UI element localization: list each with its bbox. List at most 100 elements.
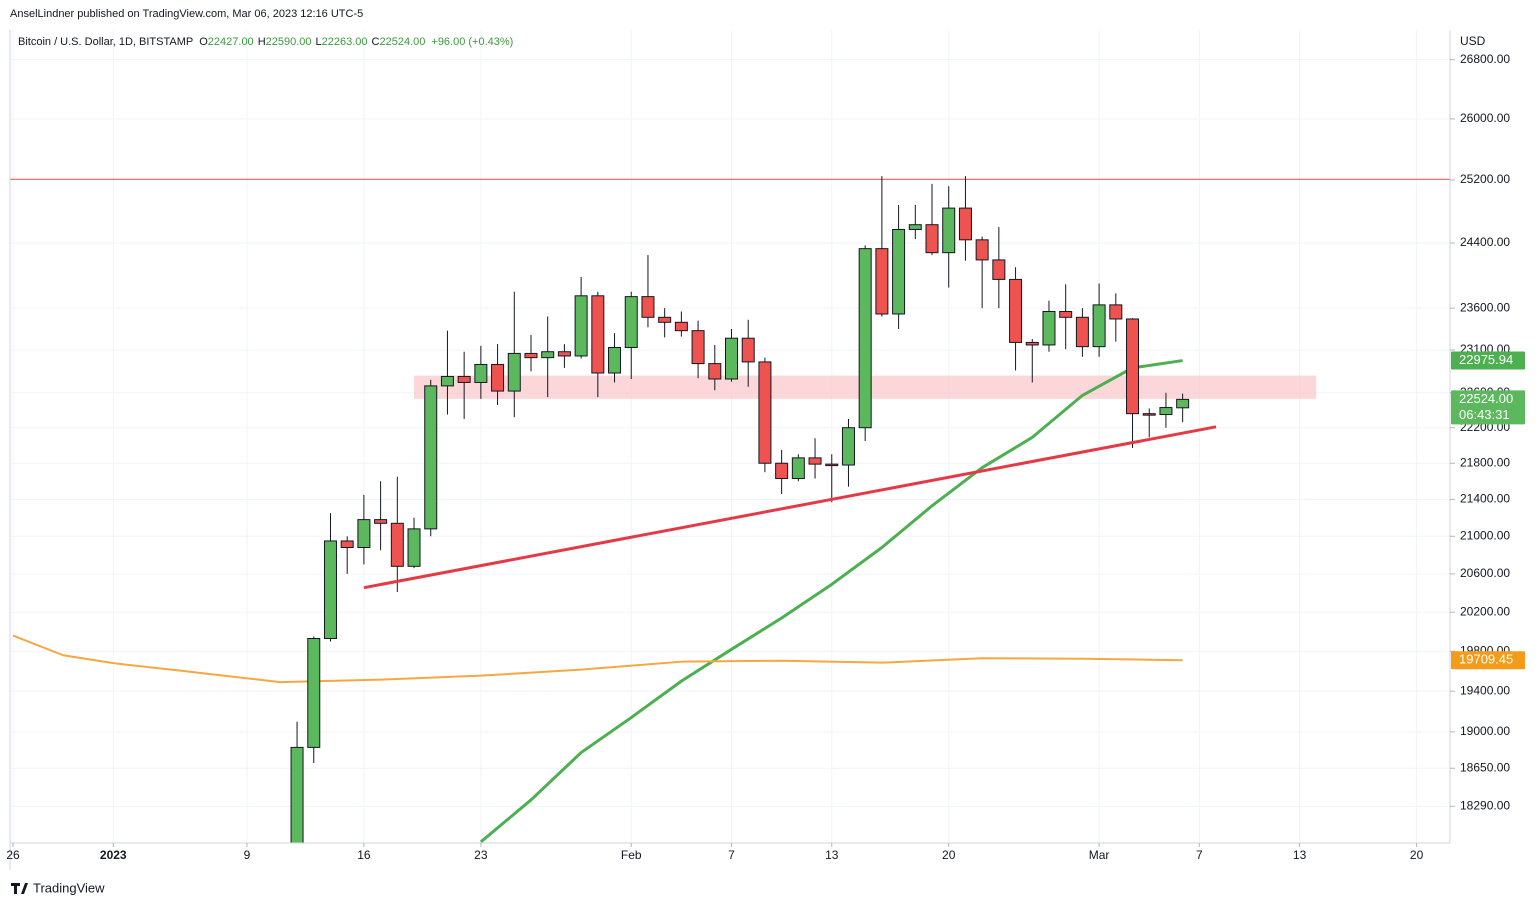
logo xyxy=(11,883,28,894)
candle-body xyxy=(725,337,738,380)
candle-body xyxy=(307,638,321,748)
ohlc-label: C xyxy=(372,36,380,48)
change: +96.00 (+0.43%) xyxy=(431,36,513,48)
candle-body xyxy=(658,316,672,323)
x-tick-label: 9 xyxy=(244,848,251,862)
x-tick-label: Feb xyxy=(621,848,642,862)
ohlc-value: 22427.00 xyxy=(208,36,254,48)
countdown: 06:43:31 xyxy=(1459,407,1510,422)
candle-body xyxy=(775,462,789,480)
candle-body xyxy=(741,337,755,363)
y-tick-label: 18290.00 xyxy=(1460,798,1510,812)
candle-body xyxy=(808,457,822,465)
plot-area xyxy=(10,176,1450,843)
y-tick-label: 20600.00 xyxy=(1460,566,1510,580)
symbol-title: Bitcoin / U.S. Dollar, 1D, BITSTAMP xyxy=(18,36,193,48)
x-tick-label: 13 xyxy=(825,848,839,862)
y-tick-label: 26000.00 xyxy=(1460,111,1510,125)
candle-body xyxy=(1042,310,1056,346)
candle-body xyxy=(608,346,622,374)
candle-body xyxy=(407,528,421,567)
x-tick-label: 26 xyxy=(6,848,20,862)
candle-body xyxy=(708,363,722,380)
candle-body xyxy=(958,207,972,241)
candle-body xyxy=(1176,398,1190,409)
candle-body xyxy=(541,351,555,359)
candle-body xyxy=(524,352,538,359)
x-tick-label: 20 xyxy=(1410,848,1424,862)
candle-body xyxy=(641,296,655,318)
candle-body xyxy=(942,207,956,254)
candle-body xyxy=(574,295,588,357)
candle-body xyxy=(1092,304,1106,348)
price-label: 22524.00 xyxy=(1459,391,1513,406)
candle-body xyxy=(908,224,922,230)
y-tick-label: 25200.00 xyxy=(1460,172,1510,186)
candle-body xyxy=(374,519,388,524)
legend: Bitcoin / U.S. Dollar, 1D, BITSTAMP O 2242… xyxy=(18,36,513,48)
price-label: 19709.45 xyxy=(1459,652,1513,667)
candle-body xyxy=(591,295,605,374)
y-tick-label: 23600.00 xyxy=(1460,300,1510,314)
x-tick-label: 7 xyxy=(728,848,735,862)
candle-body xyxy=(1126,318,1140,415)
ohlc-value: 22524.00 xyxy=(380,36,426,48)
price-label-bg xyxy=(1451,351,1525,370)
x-tick-label: 7 xyxy=(1196,848,1203,862)
candle-body xyxy=(457,375,471,383)
brand: TradingView xyxy=(33,880,105,895)
candle-body xyxy=(791,457,805,480)
candle-body xyxy=(390,522,404,567)
candle-body xyxy=(1075,316,1089,348)
candle-body xyxy=(557,351,571,357)
grid xyxy=(10,30,1450,843)
candle-body xyxy=(440,375,454,387)
candle-body xyxy=(674,321,688,332)
x-tick-label: 16 xyxy=(357,848,371,862)
ohlc-label: O xyxy=(199,36,208,48)
candle-body xyxy=(357,519,371,548)
candle-body xyxy=(1025,341,1039,346)
y-tick-label: 19400.00 xyxy=(1460,683,1510,697)
ohlc-value: 22263.00 xyxy=(322,36,368,48)
ohlc-label: H xyxy=(258,36,266,48)
y-tick-label: 20200.00 xyxy=(1460,604,1510,618)
candle-body xyxy=(340,540,354,548)
candle-body xyxy=(925,224,939,254)
candle-body xyxy=(424,385,438,530)
candle-body xyxy=(1059,310,1073,318)
candle-body xyxy=(1109,304,1123,320)
y-tick-label: 21800.00 xyxy=(1460,455,1510,469)
publisher: AnselLindner published on TradingView.co… xyxy=(10,8,363,20)
candle-body xyxy=(491,363,505,392)
candle-body xyxy=(323,540,337,640)
candle-body xyxy=(975,239,989,261)
candle-body xyxy=(892,228,906,315)
x-tick-label: 23 xyxy=(474,848,488,862)
currency-bg xyxy=(1451,32,1539,52)
candle-body xyxy=(858,248,872,429)
ohlc-label: L xyxy=(316,36,322,48)
candle-body xyxy=(624,296,638,348)
x-tick-label: 20 xyxy=(942,848,956,862)
candle-body xyxy=(1159,407,1173,416)
price-label-bg xyxy=(1451,651,1525,670)
y-tick-label: 21000.00 xyxy=(1460,528,1510,542)
candle-body xyxy=(825,463,839,467)
price-label: 22975.94 xyxy=(1459,352,1513,367)
x-tick-label: 2023 xyxy=(100,848,127,862)
candle-body xyxy=(691,330,705,365)
x-tick-label: Mar xyxy=(1089,848,1110,862)
candle-body xyxy=(1142,413,1156,416)
candle-body xyxy=(290,746,304,843)
candle-body xyxy=(875,248,889,315)
y-tick-label: 21400.00 xyxy=(1460,492,1510,506)
x-tick-label: 13 xyxy=(1293,848,1307,862)
moving-average xyxy=(12,634,1183,684)
price-label-bg xyxy=(1451,390,1525,425)
trendline xyxy=(363,425,1217,590)
candle-body xyxy=(507,352,521,392)
y-tick-label: 18650.00 xyxy=(1460,760,1510,774)
